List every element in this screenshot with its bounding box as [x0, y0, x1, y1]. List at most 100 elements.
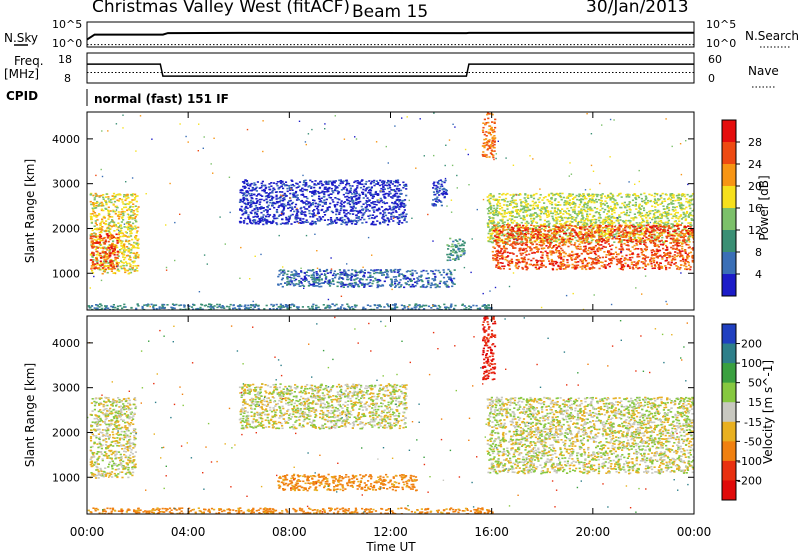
- power-cell: [379, 269, 382, 271]
- power-cell: [556, 207, 559, 210]
- power-cell: [511, 210, 514, 213]
- power-cell: [666, 249, 669, 251]
- power-cell: [620, 196, 623, 198]
- power-cell: [450, 278, 453, 280]
- power-cell: [386, 209, 389, 211]
- power-cell: [560, 215, 563, 217]
- power-cell: [447, 245, 450, 247]
- power-cell: [382, 213, 385, 216]
- power-cell: [357, 210, 360, 213]
- power-cell: [639, 225, 642, 227]
- power-cell: [683, 208, 686, 210]
- power-cell: [254, 187, 257, 190]
- power-cell: [275, 198, 278, 200]
- power-cell: [632, 223, 635, 226]
- power-cell: [350, 282, 353, 285]
- power-cell: [604, 233, 607, 236]
- power-cell: [598, 214, 602, 216]
- power-cell: [361, 209, 365, 211]
- power-cell: [308, 206, 311, 208]
- power-cell: [384, 192, 387, 195]
- power-cell: [582, 217, 585, 219]
- power-cell: [99, 202, 102, 205]
- power-cell: [542, 208, 545, 210]
- power-cell: [605, 219, 608, 221]
- power-cell: [528, 227, 531, 230]
- power-cell: [284, 205, 287, 207]
- power-cell: [272, 196, 275, 199]
- power-cell: [548, 215, 551, 217]
- power-cell: [342, 187, 345, 190]
- power-cell: [134, 197, 137, 199]
- power-cell: [108, 200, 111, 202]
- power-cell: [635, 232, 639, 235]
- power-cell: [339, 273, 342, 276]
- power-cell: [656, 217, 659, 219]
- power-cell: [103, 243, 107, 245]
- power-cell: [391, 284, 394, 286]
- power-cell: [117, 268, 120, 271]
- power-cell: [295, 182, 298, 185]
- power-cell: [400, 284, 403, 286]
- power-cell: [670, 213, 673, 216]
- power-cell: [381, 181, 384, 184]
- power-cell: [551, 217, 555, 220]
- power-cell: [128, 243, 131, 245]
- power-cell: [262, 210, 265, 212]
- power-cell: [687, 255, 691, 258]
- power-cell: [114, 237, 117, 239]
- power-cell: [118, 270, 121, 272]
- power-cell: [445, 273, 448, 276]
- power-cell: [108, 201, 111, 203]
- power-cell: [117, 217, 121, 220]
- power-cell: [667, 203, 670, 206]
- power-cell: [386, 270, 389, 273]
- power-cell: [256, 200, 259, 202]
- power-cell: [99, 252, 102, 255]
- power-cell: [589, 219, 592, 222]
- power-cell: [361, 216, 364, 219]
- power-cell: [592, 221, 596, 224]
- power-cell: [242, 194, 245, 197]
- power-cell: [268, 208, 272, 210]
- power-cell: [91, 247, 94, 249]
- power-cell: [341, 221, 345, 223]
- power-cell: [580, 219, 583, 221]
- power-cell: [659, 217, 662, 220]
- power-cell: [355, 191, 358, 193]
- power-cell: [629, 226, 632, 229]
- power-cell: [105, 196, 108, 198]
- power-cell: [117, 222, 120, 224]
- power-cell: [647, 237, 650, 240]
- power-cell: [631, 199, 635, 202]
- power-cell: [582, 198, 585, 201]
- power-cell: [132, 256, 136, 259]
- power-cell: [396, 199, 399, 201]
- power-cell: [546, 210, 549, 212]
- power-cell: [93, 232, 96, 234]
- power-cell: [402, 186, 405, 189]
- power-cell: [502, 224, 505, 227]
- power-cell: [110, 221, 113, 223]
- power-cell: [589, 213, 592, 216]
- power-cell: [345, 184, 348, 186]
- nave-tick-top: 60: [708, 53, 722, 66]
- power-cell: [357, 212, 360, 214]
- power-cell: [584, 234, 587, 236]
- power-cell: [89, 213, 92, 215]
- power-cell: [528, 237, 531, 239]
- power-cell: [108, 254, 111, 257]
- power-cell: [596, 207, 599, 210]
- power-cell: [677, 193, 680, 195]
- power-cell: [450, 250, 453, 252]
- power-cell: [558, 250, 561, 252]
- power-cell: [451, 251, 455, 253]
- power-cell: [499, 240, 502, 243]
- power-cell: [586, 210, 589, 213]
- power-cell: [303, 206, 306, 208]
- power-cell: [340, 180, 343, 183]
- power-cell: [597, 212, 600, 215]
- power-cell: [498, 196, 501, 198]
- power-cell: [115, 225, 118, 228]
- power-cell: [528, 209, 531, 211]
